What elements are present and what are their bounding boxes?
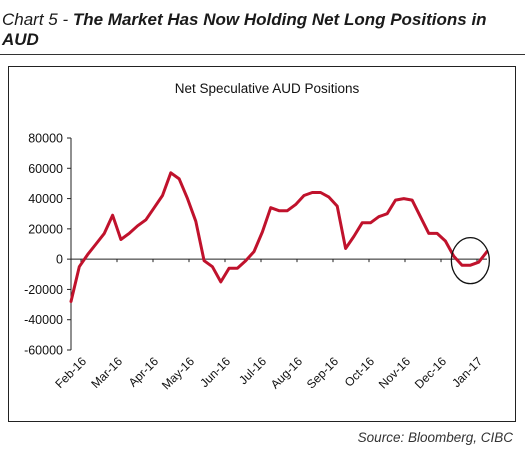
- x-tick-label: Feb-16: [52, 354, 89, 391]
- y-tick-label: -40000: [24, 313, 63, 327]
- x-tick-label: May-16: [159, 354, 197, 392]
- x-tick-label: Oct-16: [342, 354, 378, 390]
- x-tick-label: Jan-17: [449, 354, 485, 390]
- x-tick-label: Sep-16: [304, 354, 341, 391]
- x-tick-label: Aug-16: [268, 354, 305, 391]
- chart-frame: Net Speculative AUD Positions 80000 60000 4…: [8, 66, 516, 422]
- x-tick-label: Mar-16: [88, 354, 125, 391]
- x-tick-label: Jul-16: [236, 354, 269, 387]
- y-tick-label: 20000: [28, 222, 63, 236]
- chart-header: Chart 5 - The Market Has Now Holding Net…: [2, 10, 522, 50]
- chart-headline: The Market Has Now Holding Net Long Posi…: [2, 10, 487, 49]
- x-tick-label: Apr-16: [126, 354, 162, 390]
- y-tick-label: -60000: [24, 344, 63, 358]
- header-divider: [0, 54, 525, 55]
- x-tick-label: Nov-16: [376, 354, 413, 391]
- annotation-circle: [450, 237, 491, 285]
- y-tick-label: 40000: [28, 192, 63, 206]
- chart-number-label: Chart 5 -: [2, 10, 73, 29]
- y-tick-label: 60000: [28, 162, 63, 176]
- source-note: Source: Bloomberg, CIBC: [357, 430, 513, 445]
- x-tick-label: Dec-16: [412, 354, 449, 391]
- y-tick-label: 80000: [28, 132, 63, 146]
- y-tick-label: -20000: [24, 283, 63, 297]
- series-line: [69, 171, 489, 303]
- x-tick-label: Jun-16: [197, 354, 233, 390]
- y-tick-label: 0: [56, 253, 63, 267]
- chart-title: Net Speculative AUD Positions: [175, 81, 360, 96]
- line-chart: Net Speculative AUD Positions 80000 60000 4…: [24, 81, 491, 392]
